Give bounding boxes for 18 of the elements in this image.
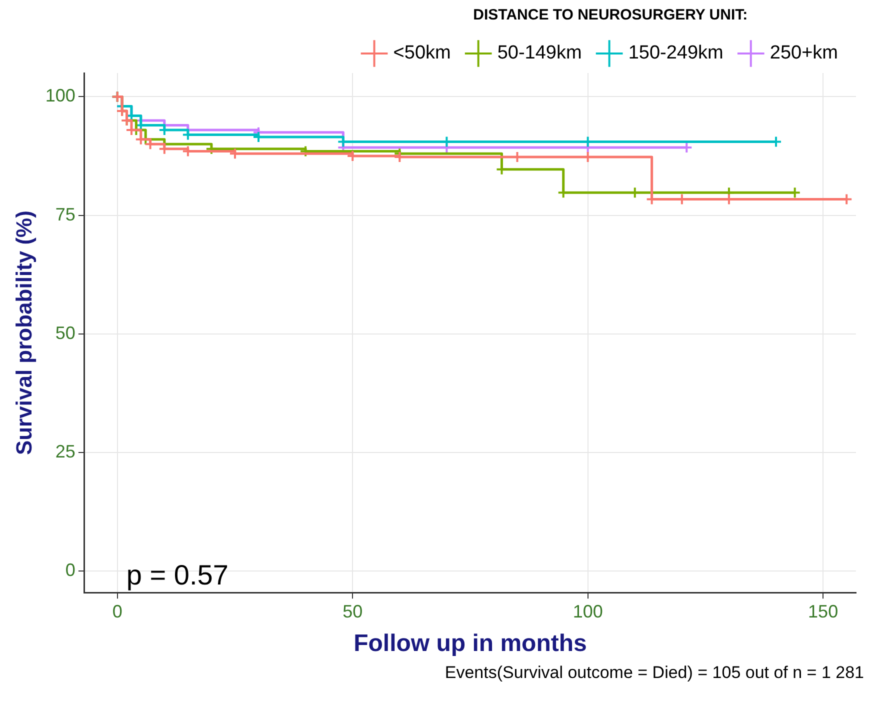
y-axis-title: Survival probability (%)	[11, 210, 36, 456]
legend-title: DISTANCE TO NEUROSURGERY UNIT:	[473, 6, 748, 24]
y-tick-label: 50	[55, 322, 76, 343]
annotation: p = 0.57	[126, 559, 228, 590]
x-tick-label: 150	[808, 601, 838, 622]
y-tick-label: 25	[55, 442, 76, 462]
x-axis-title: Follow up in months	[354, 630, 587, 658]
legend-label: 150-249km	[628, 42, 724, 64]
y-tick-label: 75	[55, 204, 76, 224]
x-tick-label: 100	[572, 601, 603, 622]
text: Events(Survival outcome = Died) = 105 out of n = 1 281	[444, 663, 865, 683]
x-tick-label: 0	[112, 601, 122, 622]
y-tick-label: 0	[65, 560, 76, 580]
x-tick-label: 50	[342, 601, 363, 622]
legend-label: 50-149km	[497, 42, 582, 64]
legend-label: <50km	[393, 42, 451, 64]
y-tick-label: 100	[45, 86, 76, 106]
legend-label: 250+km	[770, 42, 838, 64]
